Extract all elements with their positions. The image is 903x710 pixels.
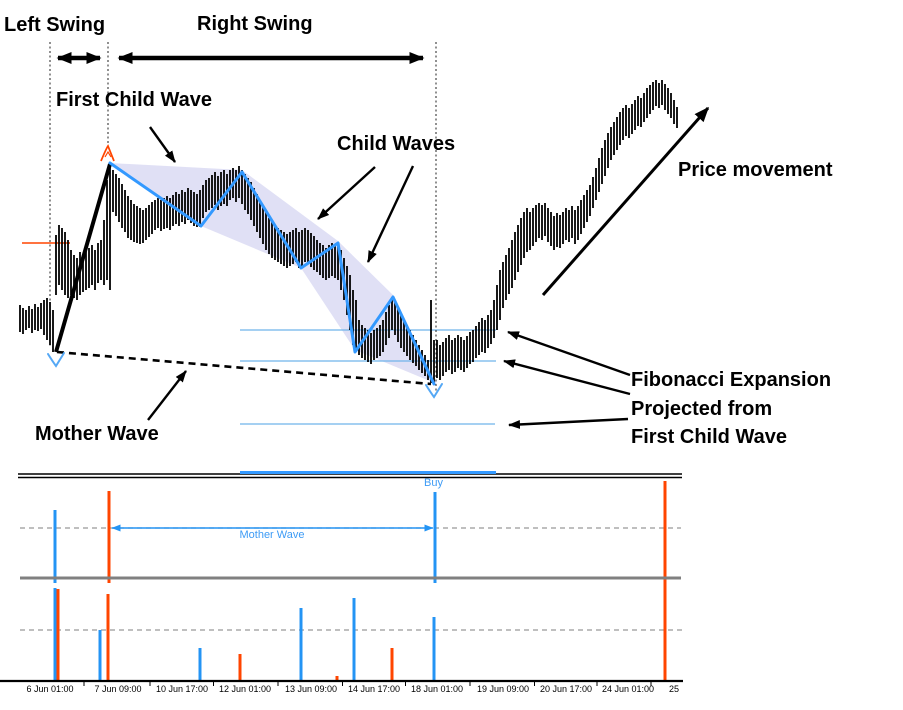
x-axis-label: 18 Jun 01:00 [410, 684, 464, 694]
peak-arrow-icon [104, 150, 112, 158]
peak-arrow-icon [100, 144, 115, 162]
x-axis-label: 19 Jun 09:00 [476, 684, 530, 694]
swing-low-check-icon-2 [425, 383, 443, 399]
x-axis-label: 13 Jun 09:00 [284, 684, 338, 694]
child-wave-zigzag [108, 161, 436, 386]
fib-arrow-3 [508, 417, 629, 429]
x-axis-label: 25 [668, 684, 680, 694]
x-axis-label: 6 Jun 01:00 [26, 684, 74, 694]
mother-wave-label: Mother Wave [35, 423, 159, 445]
first-child-wave-label: First Child Wave [56, 89, 212, 111]
left-swing-label: Left Swing [4, 14, 106, 36]
child-waves-arrow-2 [366, 165, 415, 263]
right-swing-label: Right Swing [197, 13, 313, 35]
mother-wave-span-label: Mother Wave [239, 529, 305, 541]
first-child-wave-arrow [149, 126, 176, 163]
x-axis-label: 7 Jun 09:00 [94, 684, 142, 694]
fib-arrow-2 [503, 359, 631, 396]
fibonacci-expansion-caption: Fibonacci Expansion Projected from First… [631, 366, 831, 452]
x-axis-label: 20 Jun 17:00 [539, 684, 593, 694]
buy-signal-label: Buy [424, 477, 443, 489]
mother-wave-arrow [147, 370, 187, 421]
x-axis-label: 14 Jun 17:00 [347, 684, 401, 694]
price-movement-label: Price movement [678, 159, 833, 181]
fib-arrow-1 [507, 330, 631, 377]
swing-low-check-icon-1 [47, 352, 65, 368]
x-axis-label: 12 Jun 01:00 [218, 684, 272, 694]
x-axis-label: 10 Jun 17:00 [155, 684, 209, 694]
fib-caption-line-3: First Child Wave [631, 426, 787, 449]
fib-caption-line-2: Projected from [631, 397, 773, 420]
x-axis-label: 24 Jun 01:00 [601, 684, 655, 694]
fib-caption-line-1: Fibonacci Expansion [631, 369, 832, 391]
child-waves-arrow-1 [317, 166, 376, 220]
price-movement-arrow [541, 106, 710, 296]
mother-wave-dashed-line [56, 350, 432, 386]
child-waves-label: Child Waves [337, 133, 456, 155]
left-swing-rise-line [54, 163, 112, 353]
